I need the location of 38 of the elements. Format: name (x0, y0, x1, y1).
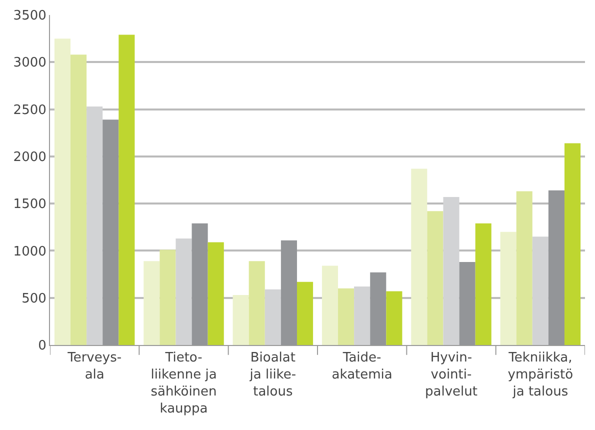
bar (532, 236, 548, 345)
bar (427, 211, 444, 345)
bar (354, 286, 370, 345)
bar (322, 266, 338, 345)
bar (118, 34, 135, 345)
x-tick-label: Hyvin- vointi- palvelut (425, 350, 478, 400)
bar (70, 54, 87, 345)
bar (264, 289, 281, 345)
x-tick-label: Taide- akatemia (332, 350, 392, 382)
y-tick-label: 0 (38, 338, 46, 354)
y-tick-label: 3000 (13, 56, 46, 71)
bar (516, 191, 532, 345)
bar (296, 282, 314, 345)
bar (411, 168, 428, 345)
y-tick-label: 500 (22, 291, 46, 306)
x-tick-label: Terveys- ala (66, 350, 122, 382)
bar (54, 38, 71, 345)
bar (232, 295, 249, 345)
y-tick-label: 2500 (13, 102, 46, 118)
bar (208, 242, 224, 345)
y-tick-label: 1000 (13, 244, 46, 260)
x-tick-label: Tieto- liikenne ja sähköinen kauppa (150, 350, 217, 416)
bar (386, 291, 402, 345)
y-tick-label: 1500 (13, 197, 46, 212)
bar (443, 196, 460, 345)
x-tick-label: Bioalat ja liike- talous (248, 350, 296, 400)
y-tick-label: 2000 (13, 150, 46, 165)
y-tick-label: 3500 (13, 8, 46, 24)
bar (475, 223, 492, 345)
bar (248, 261, 265, 345)
bar (160, 250, 176, 345)
bar (176, 238, 192, 345)
bar (338, 288, 354, 345)
bar (500, 232, 516, 345)
bar (564, 143, 581, 345)
bar (144, 261, 160, 345)
bar (86, 106, 103, 345)
x-tick-label: Tekniikka, ympäristö ja talous (508, 350, 574, 400)
